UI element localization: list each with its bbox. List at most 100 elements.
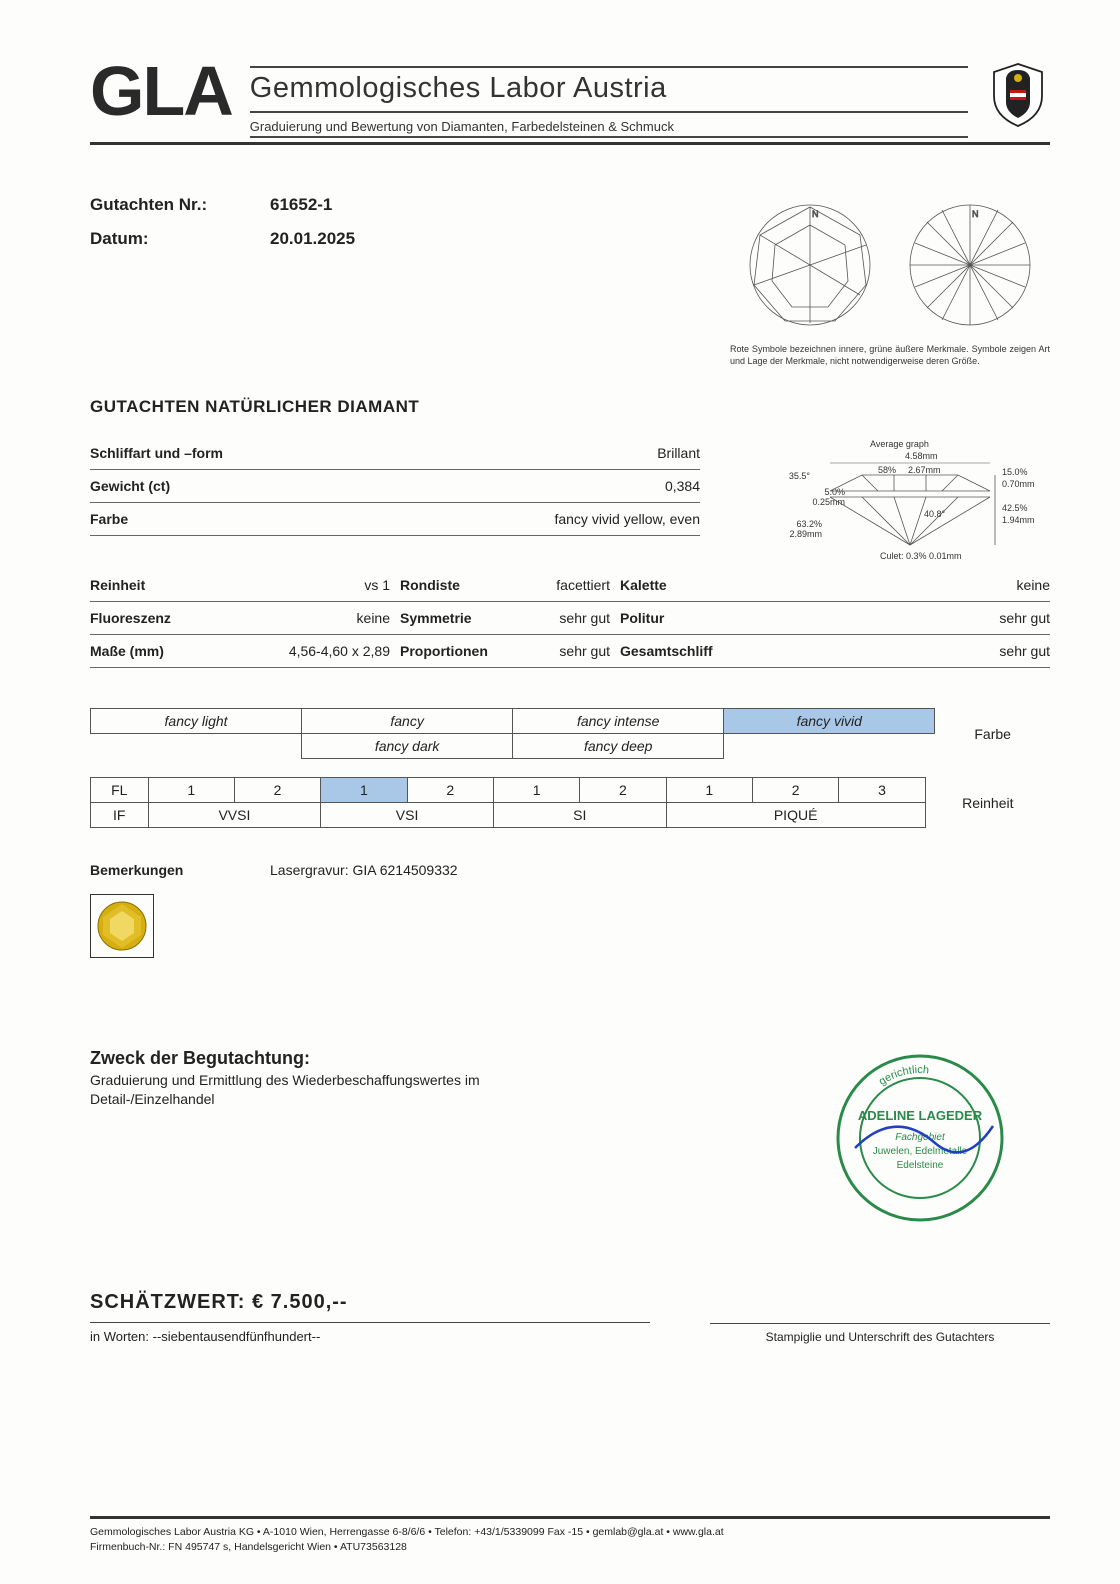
profile-diagram: Average graph 4.58mm 58% 2.67mm 35.5° 15… [740, 437, 1050, 569]
color-cell: fancy dark [302, 734, 513, 759]
meta-and-diagrams: Gutachten Nr.: 61652-1 Datum: 20.01.2025… [90, 195, 1050, 367]
remarks-value: Lasergravur: GIA 6214509332 [270, 862, 458, 878]
prop-label: Proportionen [400, 643, 510, 659]
clarity-value: vs 1 [260, 577, 390, 593]
purpose-and-stamp: Zweck der Begutachtung: Graduierung und … [90, 1048, 1050, 1231]
clarity-cell: 1 [493, 778, 579, 803]
prop-value: sehr gut [520, 643, 610, 659]
clarity-cell: 2 [752, 778, 838, 803]
clarity-cell: 1 [666, 778, 752, 803]
appraiser-stamp-icon: gerichtlich ADELINE LAGEDER Fachgebiet J… [825, 1048, 1015, 1228]
gla-logo: GLA [90, 60, 232, 123]
color-label: Farbe [90, 511, 540, 527]
color-scale: fancy light fancy fancy intense fancy vi… [90, 708, 1050, 759]
clarity-cell: FL [91, 778, 149, 803]
meta-block: Gutachten Nr.: 61652-1 Datum: 20.01.2025 [90, 195, 355, 259]
svg-text:Culet: 0.3% 0.01mm: Culet: 0.3% 0.01mm [880, 551, 962, 561]
clarity-cell: VSI [321, 803, 494, 828]
color-cell: fancy light [91, 709, 302, 734]
lab-subtitle: Graduierung und Bewertung von Diamanten,… [250, 117, 968, 138]
facet-diagrams: N N Rote Symbole bezeichnen innere, grün… [730, 195, 1050, 367]
section-title: GUTACHTEN NATÜRLICHER DIAMANT [90, 397, 1050, 417]
svg-text:ADELINE LAGEDER: ADELINE LAGEDER [858, 1108, 983, 1123]
footer-line2: Firmenbuch-Nr.: FN 495747 s, Handelsgeri… [90, 1540, 1050, 1556]
facet-diagram-icon: N N [730, 195, 1050, 335]
valuation-block: SCHÄTZWERT: € 7.500,-- in Worten: --sieb… [90, 1291, 650, 1344]
color-cell: fancy intense [513, 709, 724, 734]
clarity-cell: 2 [234, 778, 320, 803]
svg-text:2.89mm: 2.89mm [789, 529, 822, 539]
austria-crest-icon [986, 60, 1050, 130]
svg-text:0.70mm: 0.70mm [1002, 479, 1035, 489]
color-scale-label: Farbe [935, 709, 1050, 759]
header: GLA Gemmologisches Labor Austria Graduie… [90, 60, 1050, 145]
sym-value: sehr gut [520, 610, 610, 626]
clarity-cell: 1 [148, 778, 234, 803]
footer: Gemmologisches Labor Austria KG • A-1010… [90, 1516, 1050, 1557]
clarity-cell: VVSI [148, 803, 321, 828]
clarity-cell: SI [493, 803, 666, 828]
polish-value: sehr gut [760, 610, 1050, 626]
svg-text:35.5°: 35.5° [789, 471, 811, 481]
color-value: fancy vivid yellow, even [540, 511, 700, 527]
weight-value: 0,384 [540, 478, 700, 494]
cut-label: Schliffart und –form [90, 445, 540, 461]
footer-line1: Gemmologisches Labor Austria KG • A-1010… [90, 1525, 1050, 1541]
girdle-label: Rondiste [400, 577, 510, 593]
diamond-photo-icon [95, 899, 149, 953]
clarity-label: Reinheit [90, 577, 250, 593]
clarity-scale: FL 1 2 1 2 1 2 1 2 3 Reinheit IF VVSI VS… [90, 777, 1050, 828]
secondary-grades: Reinheit vs 1 Rondiste facettiert Kalette kei… [90, 569, 1050, 668]
date-label: Datum: [90, 229, 250, 249]
valuation-title: SCHÄTZWERT: € 7.500,-- [90, 1291, 650, 1314]
cut-value: Brillant [540, 445, 700, 461]
clarity-cell-highlighted: 1 [321, 778, 407, 803]
clarity-cell: 2 [580, 778, 666, 803]
svg-text:63.2%: 63.2% [796, 519, 822, 529]
valuation-words: in Worten: --siebentausendfünfhundert-- [90, 1322, 650, 1344]
svg-text:40.8°: 40.8° [924, 509, 946, 519]
clarity-cell: IF [91, 803, 149, 828]
valuation-row: SCHÄTZWERT: € 7.500,-- in Worten: --sieb… [90, 1231, 1050, 1344]
dim-label: Maße (mm) [90, 643, 250, 659]
diagram-caption: Rote Symbole bezeichnen innere, grüne äu… [730, 344, 1050, 367]
color-cell: fancy [302, 709, 513, 734]
purpose-text: Graduierung und Ermittlung des Wiederbes… [90, 1071, 550, 1107]
svg-text:58%: 58% [878, 465, 896, 475]
clarity-scale-label: Reinheit [925, 778, 1050, 828]
diamond-thumbnail [90, 894, 154, 958]
color-cell [724, 734, 935, 759]
svg-text:Average graph: Average graph [870, 439, 929, 449]
certificate-page: GLA Gemmologisches Labor Austria Graduie… [0, 0, 1120, 1374]
color-cell: fancy deep [513, 734, 724, 759]
clarity-cell: PIQUÉ [666, 803, 925, 828]
color-cell [91, 734, 302, 759]
svg-text:0.25mm: 0.25mm [812, 497, 845, 507]
stamp-block: gerichtlich ADELINE LAGEDER Fachgebiet J… [790, 1048, 1050, 1231]
remarks-row: Bemerkungen Lasergravur: GIA 6214509332 [90, 862, 1050, 878]
overall-label: Gesamtschliff [620, 643, 750, 659]
signature-caption-block: Stampiglie und Unterschrift des Gutachte… [710, 1315, 1050, 1344]
culet-value: keine [760, 577, 1050, 593]
girdle-value: facettiert [520, 577, 610, 593]
polish-label: Politur [620, 610, 750, 626]
culet-label: Kalette [620, 577, 750, 593]
svg-text:Edelsteine: Edelsteine [897, 1160, 944, 1171]
weight-label: Gewicht (ct) [90, 478, 540, 494]
svg-text:N: N [812, 209, 819, 219]
clarity-cell: 3 [839, 778, 925, 803]
remarks-label: Bemerkungen [90, 862, 230, 878]
svg-text:42.5%: 42.5% [1002, 503, 1028, 513]
svg-text:1.94mm: 1.94mm [1002, 515, 1035, 525]
lab-name: Gemmologisches Labor Austria [250, 66, 968, 113]
report-number-value: 61652-1 [270, 195, 332, 215]
svg-text:gerichtlich: gerichtlich [877, 1064, 930, 1088]
signature-caption: Stampiglie und Unterschrift des Gutachte… [710, 1323, 1050, 1344]
clarity-cell: 2 [407, 778, 493, 803]
purpose-block: Zweck der Begutachtung: Graduierung und … [90, 1048, 550, 1107]
primary-grades: Schliffart und –formBrillant Gewicht (ct… [90, 437, 700, 536]
svg-text:4.58mm: 4.58mm [905, 451, 938, 461]
color-cell-highlighted: fancy vivid [724, 709, 935, 734]
sym-label: Symmetrie [400, 610, 510, 626]
fluor-label: Fluoreszenz [90, 610, 250, 626]
